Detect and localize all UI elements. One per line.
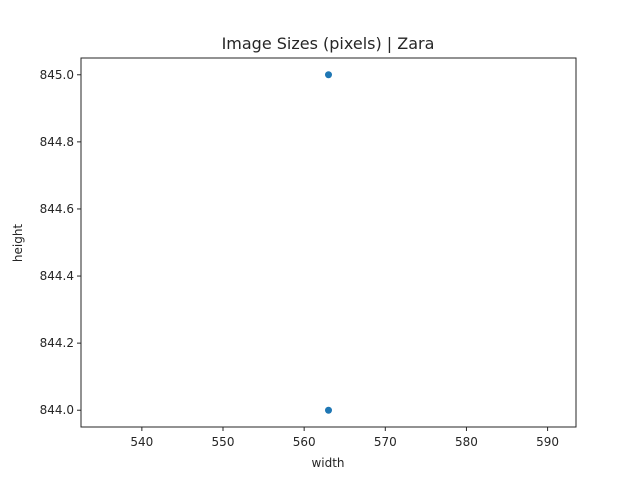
data-point xyxy=(325,71,332,79)
y-tick-label: 844.6 xyxy=(40,202,74,216)
x-tick-label: 560 xyxy=(293,435,316,449)
data-point xyxy=(325,406,332,414)
x-tick-label: 550 xyxy=(212,435,235,449)
data-points xyxy=(325,71,332,414)
x-tick-label: 570 xyxy=(374,435,397,449)
y-tick-label: 844.0 xyxy=(40,403,74,417)
x-tick-label: 590 xyxy=(536,435,559,449)
x-axis-label: width xyxy=(311,456,344,470)
x-tick-label: 540 xyxy=(130,435,153,449)
y-tick-label: 844.4 xyxy=(40,269,74,283)
plot-area xyxy=(80,57,577,428)
y-axis-label: height xyxy=(11,224,25,263)
x-axis: 540 550 560 570 580 590 xyxy=(130,427,559,449)
y-tick-label: 844.2 xyxy=(40,336,74,350)
y-axis: 844.0 844.2 844.4 844.6 844.8 845.0 xyxy=(40,68,81,417)
x-tick-label: 580 xyxy=(455,435,478,449)
y-tick-label: 844.8 xyxy=(40,135,74,149)
chart-title: Image Sizes (pixels) | Zara xyxy=(222,34,435,53)
y-tick-label: 845.0 xyxy=(40,68,74,82)
